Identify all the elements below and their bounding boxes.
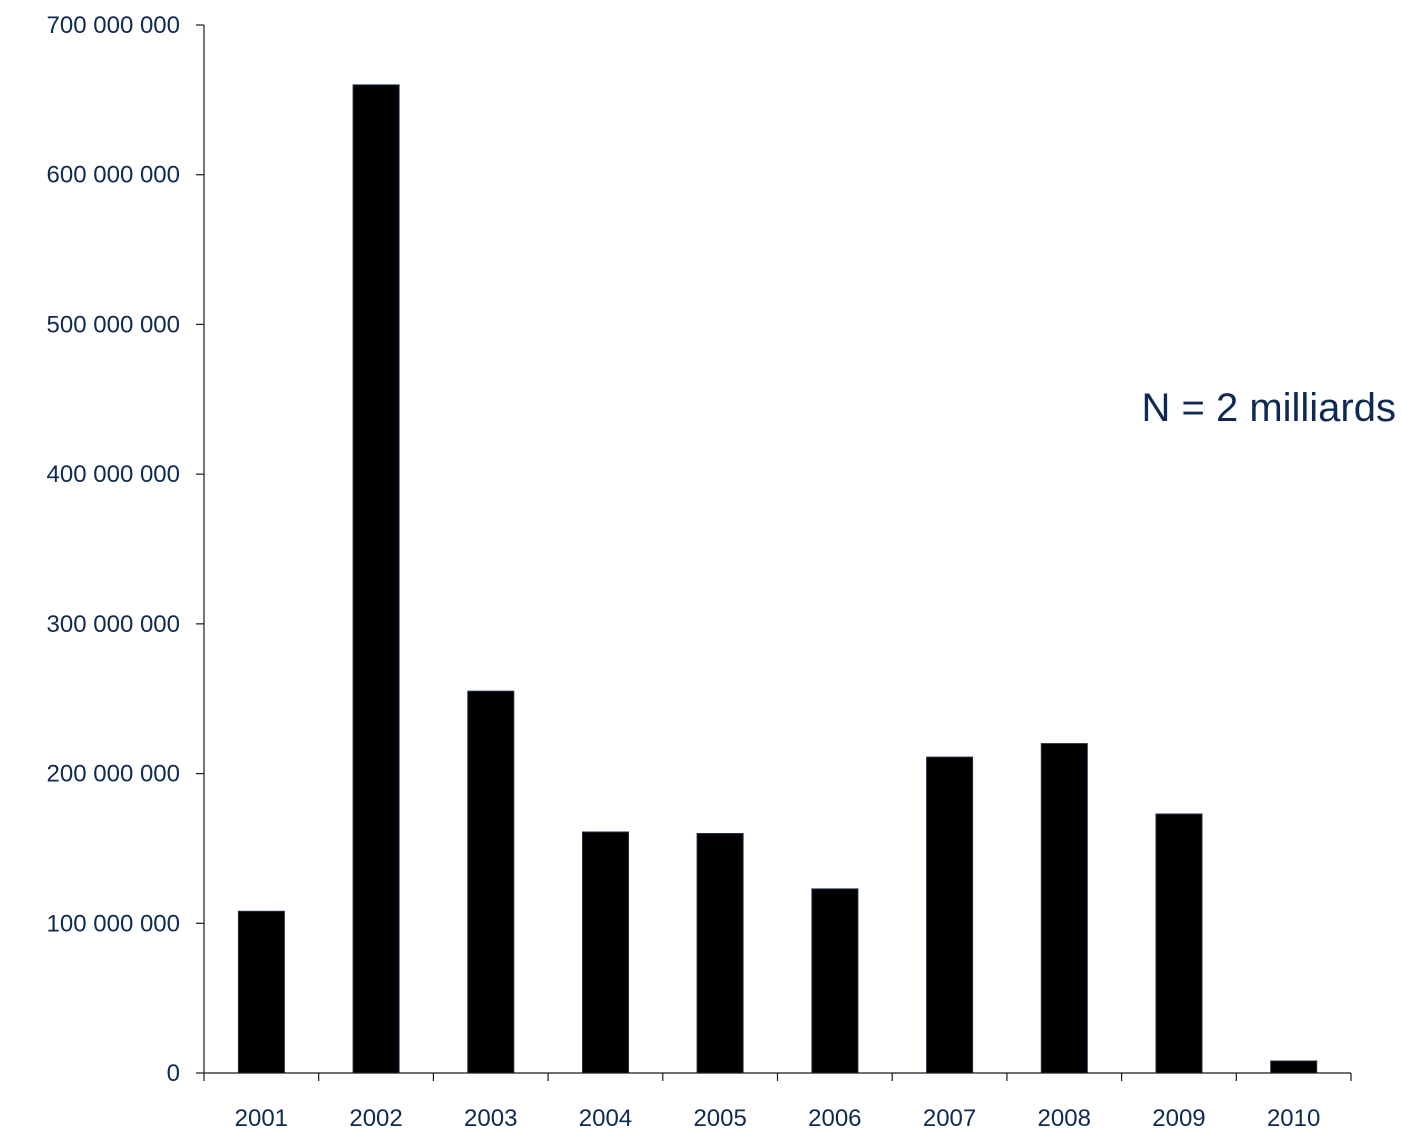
- labels-layer: 0 100 000 000 200 000 000 300 000 000 400 00…: [47, 12, 1321, 1132]
- y-tick-label: 400 000 000: [47, 461, 180, 488]
- x-tick-label: 2006: [808, 1105, 861, 1132]
- y-tick-label: 100 000 000: [47, 910, 180, 937]
- bar-2005: [696, 833, 744, 1074]
- x-tick-label: 2002: [349, 1105, 402, 1132]
- y-tick-label: 600 000 000: [47, 162, 180, 189]
- y-tick-label: 700 000 000: [47, 12, 180, 39]
- bar-2009: [1155, 813, 1203, 1074]
- x-tick-label: 2004: [579, 1105, 632, 1132]
- x-tick-label: 2007: [923, 1105, 976, 1132]
- bars-layer: [237, 84, 1318, 1074]
- bar-2003: [467, 690, 515, 1074]
- x-tick-label: 2008: [1038, 1105, 1091, 1132]
- bar-2002: [352, 84, 400, 1074]
- bar-2007: [926, 756, 974, 1074]
- bar-2008: [1040, 743, 1088, 1074]
- x-tick-label: 2003: [464, 1105, 517, 1132]
- chart-annotation: N = 2 milliards: [1141, 386, 1396, 430]
- y-tick-label: 0: [167, 1060, 180, 1087]
- x-tick-label: 2005: [693, 1105, 746, 1132]
- y-tick-label: 500 000 000: [47, 311, 180, 338]
- axes-layer: [196, 24, 1352, 1081]
- bar-2001: [237, 910, 285, 1074]
- bar-2006: [811, 888, 859, 1074]
- x-tick-label: 2001: [235, 1105, 288, 1132]
- x-tick-label: 2010: [1267, 1105, 1320, 1132]
- bar-2004: [582, 831, 629, 1074]
- y-tick-label: 300 000 000: [47, 611, 180, 638]
- x-tick-label: 2009: [1152, 1105, 1205, 1132]
- bar-2010: [1270, 1060, 1318, 1074]
- y-tick-label: 200 000 000: [47, 761, 180, 788]
